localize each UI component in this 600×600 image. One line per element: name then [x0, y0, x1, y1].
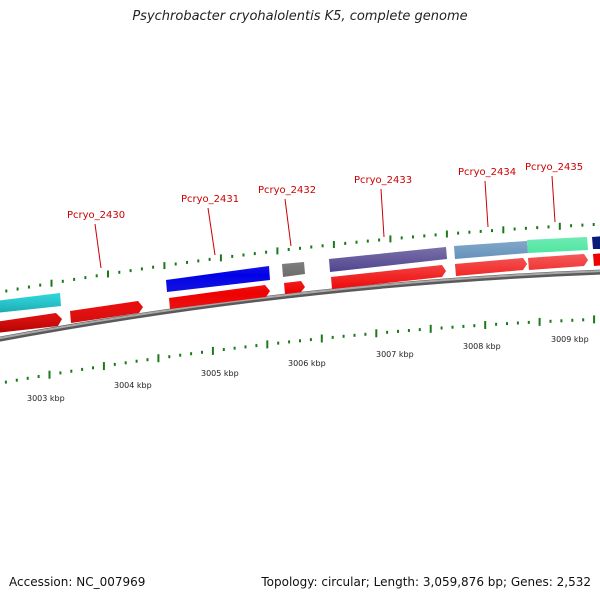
gene-label-pcryo-2435: Pcryo_2435 [525, 162, 583, 173]
scale-label-3004: 3004 kbp [114, 381, 152, 390]
scale-label-3006: 3006 kbp [288, 359, 326, 368]
feature-bar-7 [592, 236, 600, 249]
leader-pcryo-2432 [284, 198, 292, 247]
gene-leader-lines [94, 175, 556, 269]
gene-label-pcryo-2431: Pcryo_2431 [181, 194, 239, 205]
scale-tick-row [4, 315, 596, 384]
feature-bars [0, 236, 600, 313]
genome-backbone-highlight [0, 270, 600, 340]
outer-tick-row [5, 222, 595, 293]
gene-label-pcryo-2433: Pcryo_2433 [354, 175, 412, 186]
map-title: Psychrobacter cryohalolentis K5, complet… [132, 9, 468, 24]
gene-label-pcryo-2434: Pcryo_2434 [458, 167, 516, 178]
genome-backbone [0, 269, 600, 342]
leader-pcryo-2434 [484, 180, 489, 228]
scale-label-3009: 3009 kbp [551, 335, 589, 344]
scale-label-3008: 3008 kbp [463, 342, 501, 351]
scale-labels: 3003 kbp 3004 kbp 3005 kbp 3006 kbp 3007… [27, 335, 589, 403]
gene-label-pcryo-2430: Pcryo_2430 [67, 210, 125, 221]
scale-label-3003: 3003 kbp [27, 394, 65, 403]
genome-stats-text: Topology: circular; Length: 3,059,876 bp… [261, 575, 591, 589]
gene-label-pcryo-2432: Pcryo_2432 [258, 185, 316, 196]
leader-pcryo-2431 [207, 207, 216, 256]
scale-label-3007: 3007 kbp [376, 350, 414, 359]
gene-labels: Pcryo_2430 Pcryo_2431 Pcryo_2432 Pcryo_2… [67, 162, 583, 221]
cds-arrows [0, 253, 600, 333]
leader-pcryo-2430 [94, 223, 102, 269]
leader-pcryo-2435 [551, 175, 556, 223]
accession-text: Accession: NC_007969 [9, 575, 146, 589]
leader-pcryo-2433 [380, 188, 385, 238]
cds-arrow-8 [593, 253, 600, 266]
scale-label-3005: 3005 kbp [201, 369, 239, 378]
